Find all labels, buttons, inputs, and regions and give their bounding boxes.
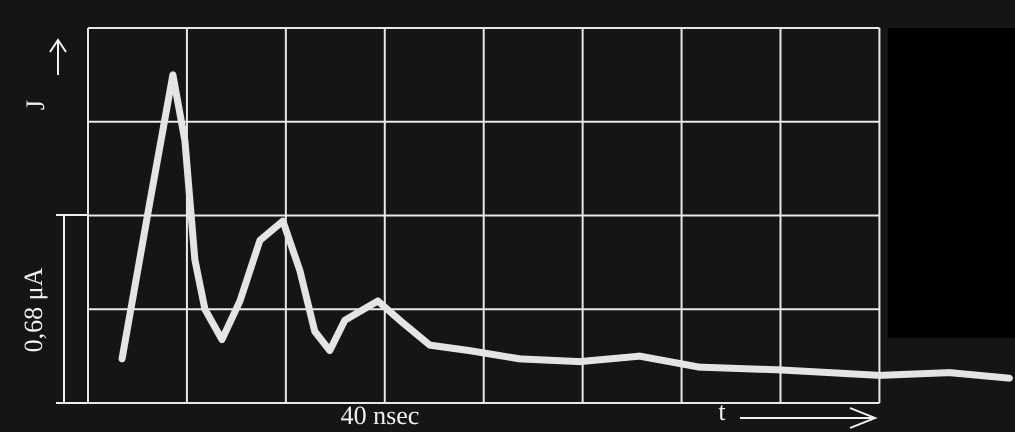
y-label: J	[21, 100, 50, 110]
trace-line	[118, 71, 1013, 382]
trace-group	[118, 71, 1013, 382]
y-arrow-head	[49, 38, 67, 53]
x-label: t	[718, 397, 726, 426]
dark-region	[888, 28, 1015, 338]
y-scale-label: 0,68 μA	[19, 267, 48, 352]
grid	[87, 27, 881, 404]
x-scale-label: 40 nsec	[341, 401, 420, 430]
x-arrow-head	[849, 407, 878, 429]
